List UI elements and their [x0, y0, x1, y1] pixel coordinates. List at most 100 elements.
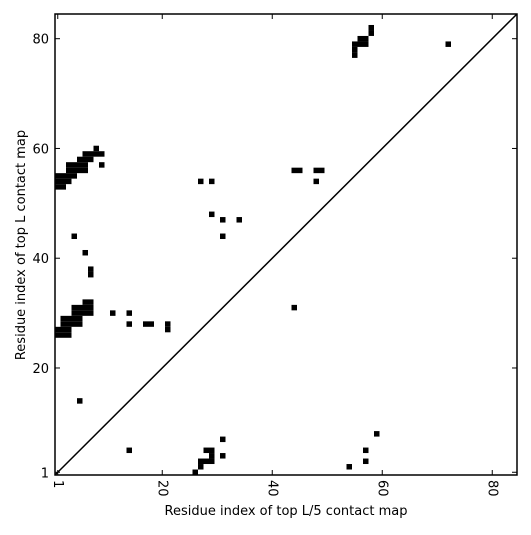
plot-frame	[54, 13, 518, 476]
contact-point	[203, 447, 209, 454]
contact-point	[77, 304, 83, 311]
contact-point	[198, 458, 204, 465]
contact-point	[363, 447, 369, 454]
contact-point	[88, 310, 94, 316]
contact-point	[82, 162, 88, 168]
contact-point	[66, 162, 72, 168]
contact-point	[82, 167, 88, 174]
contact-point	[77, 162, 83, 168]
contact-point	[66, 173, 72, 179]
contact-point	[66, 321, 72, 327]
contact-point	[126, 310, 132, 316]
contact-point	[55, 178, 61, 185]
contact-point	[291, 304, 297, 311]
contact-point	[352, 41, 358, 47]
contact-point	[77, 315, 83, 322]
contact-point	[148, 321, 154, 327]
contact-point	[60, 332, 66, 338]
contact-point	[55, 184, 61, 190]
contact-point	[126, 447, 132, 454]
y-tick-label: 40	[32, 252, 49, 267]
contact-point	[313, 167, 319, 174]
contact-point	[209, 211, 215, 218]
contact-point	[55, 173, 61, 179]
contact-point	[220, 233, 226, 240]
contact-point	[363, 35, 369, 42]
contact-point	[77, 310, 83, 316]
contact-point	[220, 453, 226, 459]
contact-point	[71, 304, 77, 311]
contact-point	[198, 464, 204, 470]
contact-point	[209, 453, 215, 459]
contact-point	[66, 332, 72, 338]
contact-point	[82, 304, 88, 311]
contact-point	[203, 458, 209, 465]
contact-point	[313, 178, 319, 185]
contact-point	[368, 24, 374, 31]
contact-point	[66, 315, 72, 322]
contact-point	[88, 151, 94, 157]
contact-point	[363, 458, 369, 465]
contact-point	[165, 321, 171, 327]
contact-point	[291, 167, 297, 174]
contact-point	[126, 321, 132, 327]
contact-point	[55, 332, 61, 338]
contact-point	[88, 266, 94, 272]
contact-point	[93, 151, 99, 157]
contact-point	[357, 41, 363, 47]
contact-point	[71, 315, 77, 322]
contact-point	[297, 167, 303, 174]
contact-point	[77, 167, 83, 174]
contact-point	[71, 233, 77, 240]
contact-point	[71, 162, 77, 168]
contact-point	[198, 178, 204, 185]
contact-point	[82, 156, 88, 163]
contact-point	[352, 52, 358, 58]
contact-point	[209, 178, 215, 185]
contact-point	[71, 321, 77, 327]
contact-point	[363, 41, 369, 47]
contact-point	[82, 151, 88, 157]
y-tick-label: 60	[32, 142, 49, 157]
contact-point	[71, 310, 77, 316]
y-axis-label: Residue index of top L contact map	[14, 130, 29, 360]
contact-point	[357, 35, 363, 42]
x-tick-label: 40	[264, 480, 279, 497]
x-tick-label: 20	[154, 480, 169, 497]
contact-point	[71, 167, 77, 174]
contact-point	[66, 178, 72, 185]
contact-point	[66, 326, 72, 333]
contact-point	[77, 321, 83, 327]
x-tick-label: 80	[484, 480, 499, 497]
contact-point	[88, 271, 94, 278]
x-tick-label: 60	[374, 480, 389, 497]
contact-point	[77, 398, 83, 404]
y-tick-label: 20	[32, 362, 49, 377]
contact-point	[220, 436, 226, 443]
contact-point	[88, 156, 94, 163]
y-tick-label: 80	[32, 33, 49, 48]
contact-point	[445, 41, 451, 47]
contact-point	[368, 30, 374, 36]
contact-point	[60, 326, 66, 333]
contact-point	[60, 315, 66, 322]
contact-point	[220, 217, 226, 223]
contact-point	[374, 431, 380, 437]
contact-point	[192, 469, 198, 475]
contact-point	[99, 162, 105, 168]
contact-point	[60, 178, 66, 185]
x-axis-label: Residue index of top L/5 contact map	[165, 504, 408, 519]
contact-point	[71, 173, 77, 179]
contact-point	[165, 326, 171, 333]
contact-point	[319, 167, 325, 174]
x-tick-label: 1	[50, 480, 65, 488]
contact-point	[60, 184, 66, 190]
diagonal-line	[54, 13, 518, 476]
contact-point	[352, 46, 358, 53]
contact-point	[82, 310, 88, 316]
contact-point	[346, 464, 352, 470]
contact-point	[99, 151, 105, 157]
contact-point	[236, 217, 242, 223]
contact-point	[77, 156, 83, 163]
